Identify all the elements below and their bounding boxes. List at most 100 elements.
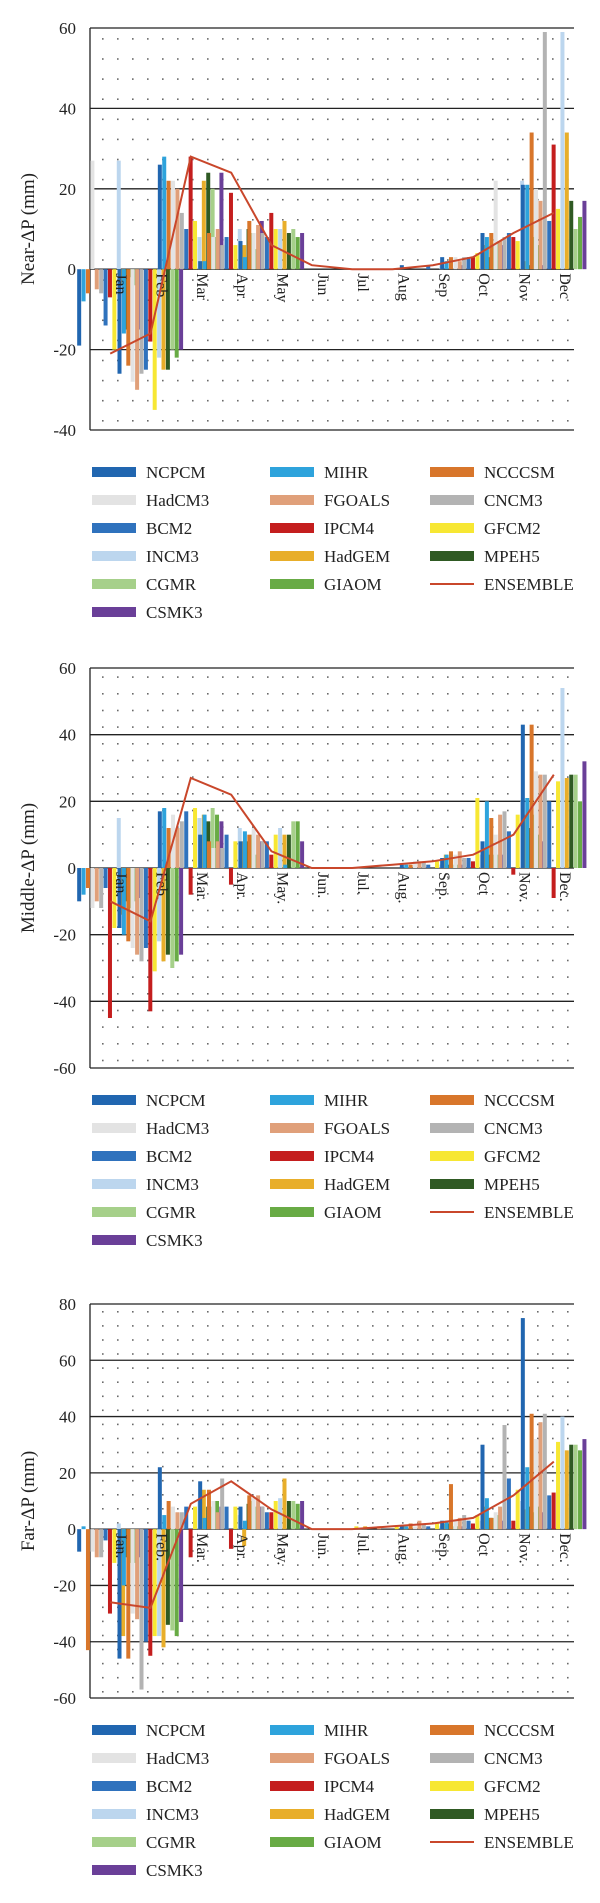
grid-dot xyxy=(372,319,374,322)
grid-dot xyxy=(372,1676,374,1679)
grid-dot xyxy=(387,1395,389,1398)
grid-dot xyxy=(237,1409,239,1412)
grid-dot xyxy=(162,38,164,40)
grid-dot xyxy=(432,1676,434,1679)
grid-dot xyxy=(402,1691,404,1693)
grid-dot xyxy=(372,676,374,678)
grid-dot xyxy=(297,1451,299,1454)
grid-dot xyxy=(462,1620,464,1623)
legend-swatch-cncm3 xyxy=(430,1753,474,1763)
grid-dot xyxy=(432,876,434,878)
grid-dot xyxy=(162,1508,164,1510)
bar-mihr-dec xyxy=(525,798,530,868)
grid-dot xyxy=(477,876,479,878)
grid-dot xyxy=(207,709,209,712)
grid-dot xyxy=(297,198,299,201)
grid-dot xyxy=(297,743,299,745)
grid-dot xyxy=(342,339,344,342)
grid-dot xyxy=(327,743,329,745)
bar-cncm3-dec xyxy=(542,1413,547,1530)
grid-dot xyxy=(132,239,134,241)
grid-dot xyxy=(327,1536,329,1538)
month-label: Sep. xyxy=(435,1533,452,1561)
legend-swatch-incm3 xyxy=(92,1179,136,1189)
grid-dot xyxy=(537,726,539,728)
y-tick-label: -20 xyxy=(53,341,76,360)
grid-dot xyxy=(447,1508,449,1510)
grid-dot xyxy=(492,58,494,60)
bar-ncccsm-nov xyxy=(489,233,494,270)
grid-dot xyxy=(132,776,134,778)
y-tick-label: -60 xyxy=(53,1689,76,1708)
grid-dot xyxy=(267,826,269,828)
grid-dot xyxy=(387,1691,389,1693)
bar-ncpcm-jan xyxy=(77,269,82,346)
grid-dot xyxy=(312,993,314,995)
grid-dot xyxy=(522,1311,524,1313)
grid-dot xyxy=(522,279,524,281)
bar-ipcm4-nov xyxy=(511,1520,516,1530)
grid-dot xyxy=(432,1508,434,1510)
grid-dot xyxy=(117,1423,119,1426)
grid-dot xyxy=(357,993,359,995)
bar-incm3-feb xyxy=(157,868,162,942)
bar-ipcm4-nov xyxy=(511,868,516,875)
bar-ncccsm-may xyxy=(247,1495,252,1530)
legend-swatch-cncm3 xyxy=(430,1123,474,1133)
bar-mpeh5-dec xyxy=(569,774,574,868)
grid-dot xyxy=(372,693,374,695)
grid-dot xyxy=(342,1395,344,1398)
grid-dot xyxy=(507,909,509,912)
grid-dot xyxy=(282,876,284,878)
grid-dot xyxy=(237,58,239,60)
grid-dot xyxy=(342,1676,344,1679)
grid-dot xyxy=(147,1311,149,1313)
grid-dot xyxy=(417,1325,419,1327)
grid-dot xyxy=(387,379,389,382)
grid-dot xyxy=(342,726,344,728)
grid-dot xyxy=(537,1592,539,1595)
grid-dot xyxy=(117,1381,119,1383)
grid-dot xyxy=(417,239,419,241)
grid-dot xyxy=(552,339,554,342)
grid-dot xyxy=(252,58,254,60)
grid-dot xyxy=(237,1367,239,1369)
grid-dot xyxy=(207,893,209,895)
grid-dot xyxy=(402,379,404,382)
grid-dot xyxy=(342,793,344,795)
grid-dot xyxy=(417,1479,419,1482)
grid-dot xyxy=(357,379,359,382)
grid-dot xyxy=(162,1381,164,1383)
grid-dot xyxy=(222,1381,224,1383)
bar-mihr-feb xyxy=(121,1529,126,1586)
grid-dot xyxy=(507,1465,509,1468)
grid-dot xyxy=(447,876,449,878)
grid-dot xyxy=(222,743,224,745)
bar-giaom-feb xyxy=(174,868,179,962)
bar-giaom-feb xyxy=(174,1529,179,1637)
grid-dot xyxy=(507,809,509,812)
grid-dot xyxy=(507,759,509,762)
y-tick-label: 20 xyxy=(59,180,76,199)
grid-dot xyxy=(222,959,224,962)
grid-dot xyxy=(372,943,374,945)
grid-dot xyxy=(312,693,314,695)
bar-giaom-feb xyxy=(174,269,179,358)
grid-dot xyxy=(342,1662,344,1665)
grid-dot xyxy=(342,1339,344,1341)
grid-dot xyxy=(177,1451,179,1454)
grid-dot xyxy=(537,379,539,382)
grid-dot xyxy=(282,339,284,342)
grid-dot xyxy=(102,743,104,745)
grid-dot xyxy=(372,420,374,422)
grid-dot xyxy=(117,1451,119,1454)
grid-dot xyxy=(237,993,239,995)
grid-dot xyxy=(417,259,419,261)
grid-dot xyxy=(222,1550,224,1552)
grid-dot xyxy=(402,1494,404,1496)
grid-dot xyxy=(342,1494,344,1496)
grid-dot xyxy=(222,809,224,812)
bar-cgmr-mar xyxy=(210,808,215,868)
bar-gfcm2-sep xyxy=(435,1523,440,1530)
